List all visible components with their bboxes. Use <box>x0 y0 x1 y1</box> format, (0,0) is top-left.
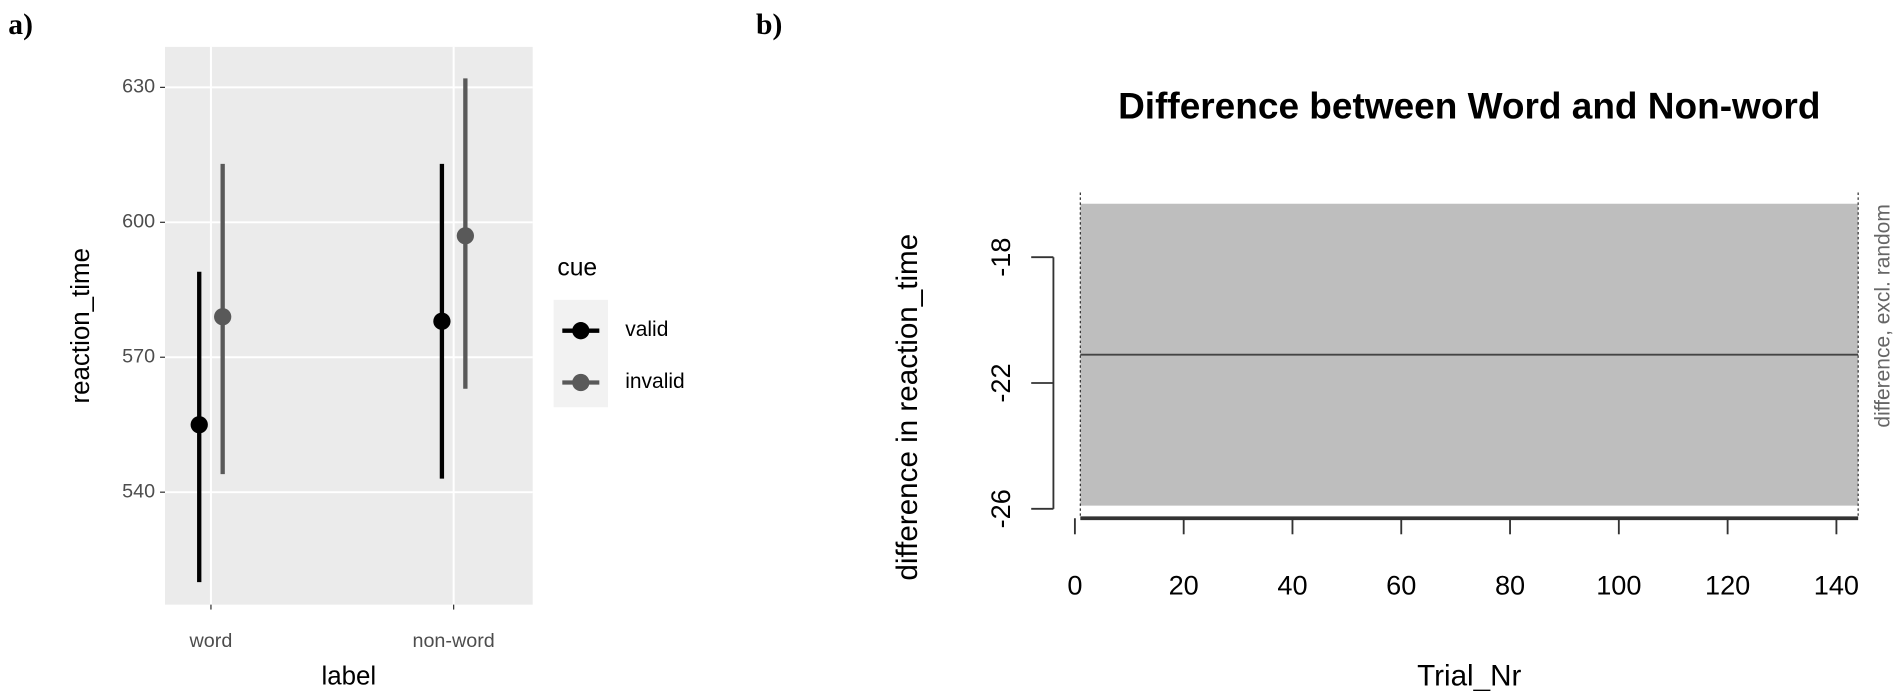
x-tick-label: 40 <box>1277 570 1307 601</box>
legend-title: cue <box>557 255 597 282</box>
x-tick-label: non-word <box>412 630 494 652</box>
x-tick-label: 120 <box>1705 570 1750 601</box>
x-tick-label: word <box>189 630 233 652</box>
legend-label: valid <box>625 318 668 341</box>
y-tick-label: 540 <box>122 480 155 502</box>
chart-title: Difference between Word and Non-word <box>1118 84 1820 126</box>
point <box>433 312 451 330</box>
point <box>190 416 208 434</box>
x-tick-label: 20 <box>1169 570 1199 601</box>
y-tick-label: 570 <box>122 345 155 367</box>
y-tick-label: -26 <box>985 489 1016 528</box>
x-axis-title: label <box>321 662 376 690</box>
panel-label: b) <box>756 9 782 41</box>
x-tick-label: 100 <box>1596 570 1641 601</box>
point <box>456 227 475 245</box>
y-tick-label: 630 <box>122 76 155 98</box>
x-tick-label: 0 <box>1067 570 1082 601</box>
x-tick-label: 80 <box>1495 570 1525 601</box>
y-axis-title: reaction_time <box>67 248 95 404</box>
panel-label: a) <box>8 9 33 41</box>
legend-key <box>572 373 590 392</box>
panel-background <box>164 46 533 605</box>
y2-axis-title: difference, excl. random <box>1871 204 1894 427</box>
legend-key <box>572 322 590 340</box>
legend-label: invalid <box>625 370 684 393</box>
y-tick-label: -18 <box>985 238 1016 277</box>
x-tick-label: 60 <box>1386 570 1416 601</box>
y-axis-title: difference in reaction_time <box>891 234 924 581</box>
x-axis-title: Trial_Nr <box>1417 659 1521 691</box>
x-tick-label: 140 <box>1814 570 1859 601</box>
point <box>214 308 232 326</box>
y-tick-label: -22 <box>985 363 1016 402</box>
y-tick-label: 600 <box>122 211 155 233</box>
